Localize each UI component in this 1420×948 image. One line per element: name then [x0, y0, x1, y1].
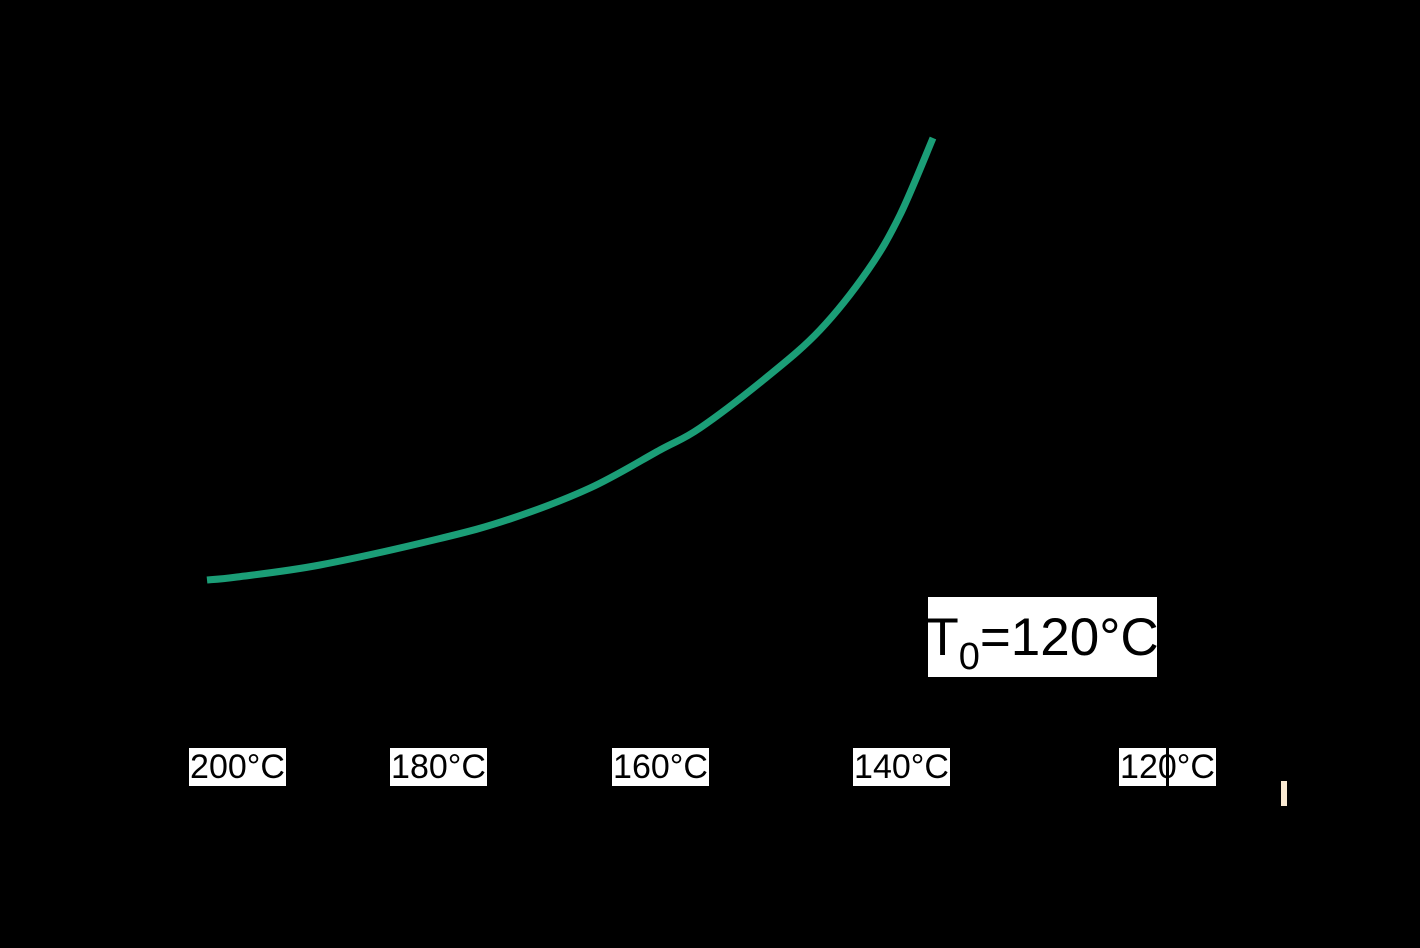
acceleration-curve-line [206, 136, 937, 584]
t0-annotation-text: T0=120°C [926, 607, 1159, 678]
axis-tick-mark-120c [1166, 746, 1169, 790]
t0-annotation-box: T0=120°C [926, 597, 1159, 678]
beige-cursor-tick [1281, 781, 1287, 806]
x-tick-label-160c: 160°C [612, 748, 709, 786]
x-tick-label-140c: 140°C [853, 748, 950, 786]
x-tick-label-200c: 200°C [189, 748, 286, 786]
x-tick-label-180c: 180°C [390, 748, 487, 786]
